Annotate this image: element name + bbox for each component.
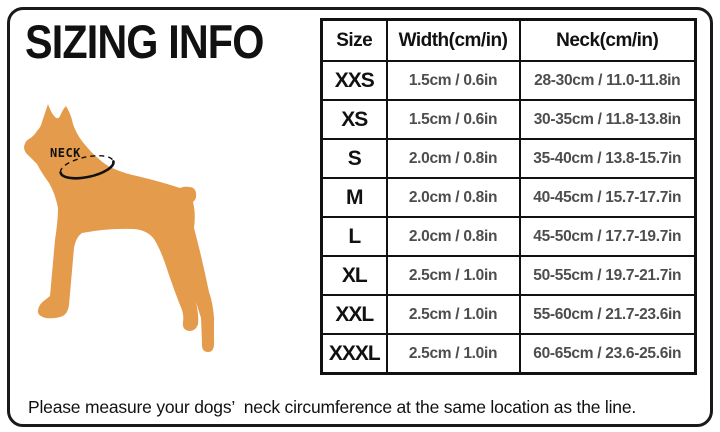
width-cell: 2.5cm / 1.0in xyxy=(385,255,521,296)
size-cell: XL xyxy=(320,255,388,296)
col-header-neck: Neck(cm/in) xyxy=(518,18,697,62)
table-row: L 2.0cm / 0.8in 45-50cm / 17.7-19.7in xyxy=(320,216,697,257)
col-header-size: Size xyxy=(320,18,388,62)
table-row: S 2.0cm / 0.8in 35-40cm / 13.8-15.7in xyxy=(320,138,697,179)
neck-cell: 50-55cm / 19.7-21.7in xyxy=(518,255,697,296)
width-cell: 2.0cm / 0.8in xyxy=(385,177,521,218)
page-title: SIZING INFO xyxy=(25,15,264,68)
neck-cell: 60-65cm / 23.6-25.6in xyxy=(518,333,697,375)
width-cell: 1.5cm / 0.6in xyxy=(385,60,521,101)
sizing-table: Size Width(cm/in) Neck(cm/in) XXS 1.5cm … xyxy=(320,18,697,375)
neck-cell: 45-50cm / 17.7-19.7in xyxy=(518,216,697,257)
neck-cell: 35-40cm / 13.8-15.7in xyxy=(518,138,697,179)
size-cell: M xyxy=(320,177,388,218)
dog-silhouette xyxy=(24,104,215,352)
size-cell: XXL xyxy=(320,294,388,335)
table-row: XXXL 2.5cm / 1.0in 60-65cm / 23.6-25.6in xyxy=(320,333,697,375)
width-cell: 1.5cm / 0.6in xyxy=(385,99,521,140)
size-cell: L xyxy=(320,216,388,257)
table-row: XXL 2.5cm / 1.0in 55-60cm / 21.7-23.6in xyxy=(320,294,697,335)
neck-cell: 55-60cm / 21.7-23.6in xyxy=(518,294,697,335)
collar-line xyxy=(59,155,115,180)
size-cell: S xyxy=(320,138,388,179)
table-row: XXS 1.5cm / 0.6in 28-30cm / 11.0-11.8in xyxy=(320,60,697,101)
size-cell: XS xyxy=(320,99,388,140)
size-cell: XXS xyxy=(320,60,388,101)
table-row: XS 1.5cm / 0.6in 30-35cm / 11.8-13.8in xyxy=(320,99,697,140)
size-cell: XXXL xyxy=(320,333,388,375)
neck-cell: 28-30cm / 11.0-11.8in xyxy=(518,60,697,101)
dog-illustration: NECK xyxy=(22,100,227,355)
width-cell: 2.0cm / 0.8in xyxy=(385,216,521,257)
width-cell: 2.5cm / 1.0in xyxy=(385,294,521,335)
table-row: XL 2.5cm / 1.0in 50-55cm / 19.7-21.7in xyxy=(320,255,697,296)
neck-label: NECK xyxy=(50,146,81,160)
neck-cell: 40-45cm / 15.7-17.7in xyxy=(518,177,697,218)
width-cell: 2.5cm / 1.0in xyxy=(385,333,521,375)
col-header-width: Width(cm/in) xyxy=(385,18,521,62)
table-row: M 2.0cm / 0.8in 40-45cm / 15.7-17.7in xyxy=(320,177,697,218)
footer-note: Please measure your dogs’ neck circumfer… xyxy=(28,397,637,417)
neck-cell: 30-35cm / 11.8-13.8in xyxy=(518,99,697,140)
table-header-row: Size Width(cm/in) Neck(cm/in) xyxy=(320,18,697,62)
width-cell: 2.0cm / 0.8in xyxy=(385,138,521,179)
